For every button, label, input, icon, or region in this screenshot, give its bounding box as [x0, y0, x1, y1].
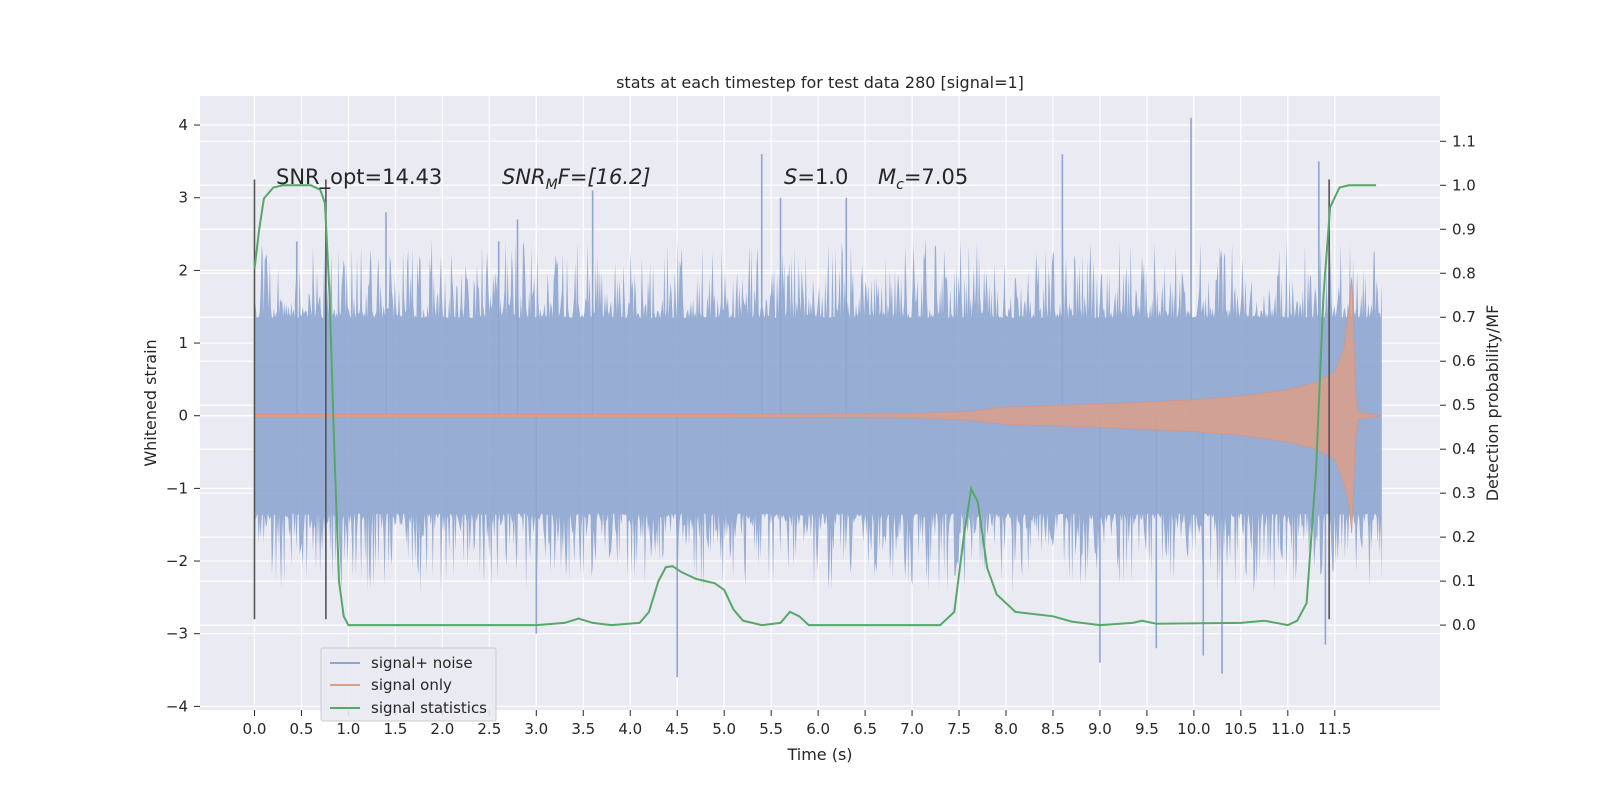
x-tick-label: 11.5: [1318, 720, 1351, 738]
x-tick-label: 2.0: [430, 720, 454, 738]
annotation-s: S=1.0: [784, 165, 848, 189]
annotation-snr-opt: SNR_opt=14.43: [276, 165, 442, 190]
y2-tick-label: 1.1: [1452, 132, 1476, 150]
annotation-mc: Mc=7.05: [878, 165, 968, 193]
ticks-layer: 0.0 0.5 1.0 1.5 2.0 2.5 3.0 3.5 4.0 4.5 5.0 5.5 6.0 6…: [166, 116, 1476, 738]
y-axis-label: Whitened strain: [141, 339, 160, 466]
vertical-markers: [253, 179, 1330, 620]
y-tick-label: 0: [178, 407, 188, 425]
y2-axis-label: Detection probability/MF: [1483, 305, 1502, 502]
x-tick-label: 6.0: [806, 720, 830, 738]
chart-title: stats at each timestep for test data 280…: [616, 73, 1024, 92]
y-tick-label: 3: [178, 189, 188, 207]
y2-tick-label: 0.8: [1452, 264, 1476, 282]
y2-tick-label: 0.9: [1452, 220, 1476, 238]
y2-tick-label: 0.5: [1452, 396, 1476, 414]
x-tick-label: 8.5: [1041, 720, 1065, 738]
x-tick-label: 2.5: [477, 720, 501, 738]
x-tick-label: 9.0: [1088, 720, 1112, 738]
y2-tick-label: 0.7: [1452, 308, 1476, 326]
x-tick-label: 7.5: [947, 720, 971, 738]
x-tick-label: 1.0: [336, 720, 360, 738]
x-tick-label: 0.0: [243, 720, 267, 738]
x-tick-label: 10.5: [1224, 720, 1257, 738]
y-tick-label: −4: [166, 697, 188, 715]
y2-tick-label: 0.1: [1452, 572, 1476, 590]
annotations: SNR_opt=14.43 SNRMF=[16.2] S=1.0 Mc=7.05: [276, 165, 968, 193]
legend-label-signal-statistics: signal statistics: [371, 699, 487, 717]
y2-tick-label: 0.0: [1452, 616, 1476, 634]
x-tick-label: 4.0: [618, 720, 642, 738]
x-tick-label: 8.0: [994, 720, 1018, 738]
legend-label-signal-noise: signal+ noise: [371, 654, 473, 672]
y2-tick-label: 0.4: [1452, 440, 1476, 458]
y-tick-label: −2: [166, 552, 188, 570]
y-tick-label: 2: [178, 261, 188, 279]
x-tick-label: 3.0: [524, 720, 548, 738]
x-tick-label: 0.5: [290, 720, 314, 738]
legend-box: [320, 647, 497, 722]
x-tick-label: 5.0: [712, 720, 736, 738]
x-tick-label: 1.5: [383, 720, 407, 738]
legend-label-signal-only: signal only: [371, 676, 452, 694]
x-tick-label: 9.5: [1135, 720, 1159, 738]
x-tick-label: 3.5: [571, 720, 595, 738]
x-tick-label: 7.0: [900, 720, 924, 738]
y2-tick-label: 0.2: [1452, 528, 1476, 546]
data-layer: [253, 117, 1382, 678]
signal-statistics-series: [253, 184, 1377, 627]
legend: signal+ noise signal only signal statist…: [320, 647, 497, 722]
x-tick-label: 5.5: [759, 720, 783, 738]
y-tick-label: −1: [166, 479, 188, 497]
signal-only-series: [254, 277, 1382, 534]
x-tick-label: 10.0: [1177, 720, 1210, 738]
y2-tick-label: 0.3: [1452, 484, 1476, 502]
y-tick-label: 4: [178, 116, 188, 134]
y2-tick-label: 0.6: [1452, 352, 1476, 370]
y2-tick-label: 1.0: [1452, 176, 1476, 194]
x-tick-label: 4.5: [665, 720, 689, 738]
x-tick-label: 11.0: [1271, 720, 1304, 738]
x-axis-label: Time (s): [786, 745, 852, 764]
x-tick-label: 6.5: [853, 720, 877, 738]
y-tick-label: 1: [178, 334, 188, 352]
noise-spikes: [295, 117, 1327, 678]
y-tick-label: −3: [166, 625, 188, 643]
annotation-snr-mf: SNRMF=[16.2]: [502, 165, 651, 193]
